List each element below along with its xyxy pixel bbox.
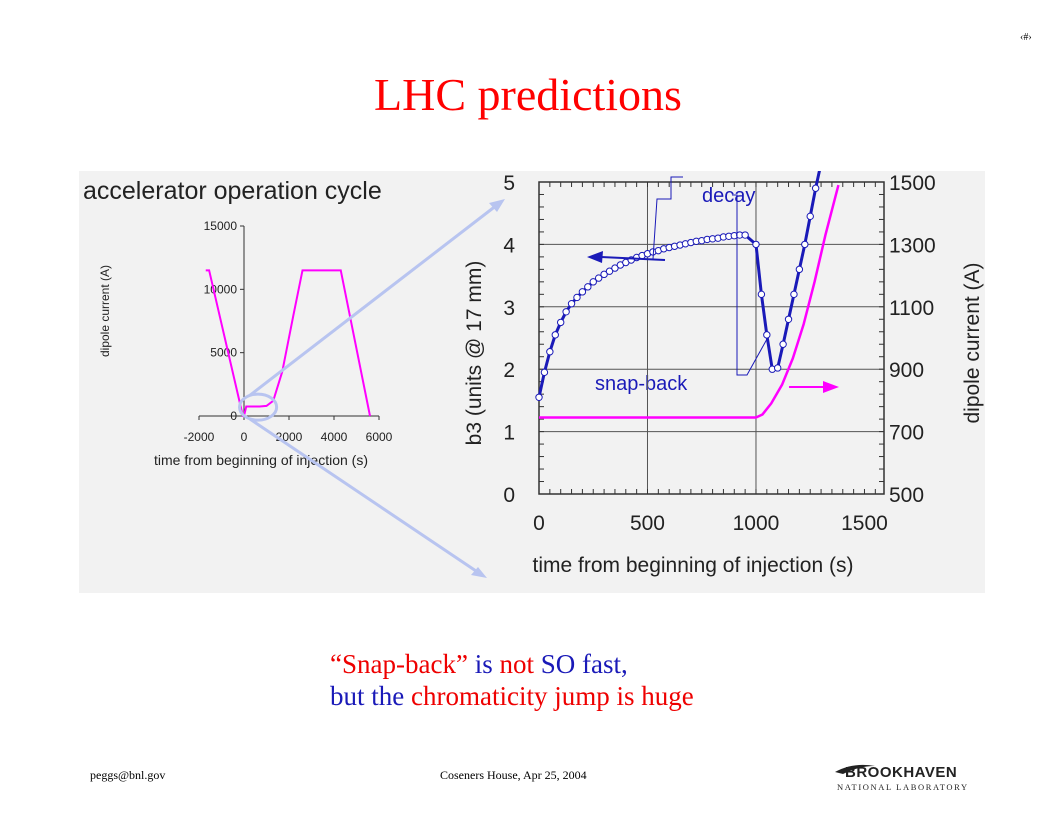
zoom-chart-y2label: dipole current (A) — [961, 262, 984, 423]
zoom-chart-y2tick-label: 1500 — [889, 172, 936, 195]
zoom-chart-data-point — [790, 290, 798, 299]
zoom-chart-data-point — [594, 274, 603, 282]
zoom-chart-y2tick-label: 900 — [889, 359, 924, 382]
logo-swoosh-icon — [835, 764, 875, 774]
zoom-chart-data-point — [752, 240, 760, 249]
cycle-chart-title: accelerator operation cycle — [83, 177, 382, 205]
zoom-chart-data-point — [584, 283, 592, 291]
zoom-chart-ytick-label: 4 — [503, 234, 515, 257]
zoom-chart-ytick-label: 0 — [503, 484, 515, 507]
caption-segment: chromaticity jump is huge — [411, 681, 694, 711]
snap-back-annotation: snap-back — [595, 373, 688, 395]
figure-svg: accelerator operation cycle dipole curre… — [83, 171, 984, 578]
zoom-arrow-top-icon — [489, 199, 505, 212]
caption-line-1: “Snap-back” is not SO fast, — [330, 648, 694, 680]
zoom-chart-data-point — [795, 265, 804, 274]
zoom-chart-data-point — [757, 290, 766, 299]
zoom-chart-data-point — [784, 315, 793, 323]
zoom-chart-data-point — [573, 293, 581, 302]
zoom-connector-bottom — [249, 417, 480, 575]
decay-annotation: decay — [702, 185, 755, 207]
figure-panel: accelerator operation cycle dipole curre… — [79, 171, 985, 593]
cycle-chart: accelerator operation cycle dipole curre… — [83, 177, 505, 578]
zoom-chart-data-point — [600, 270, 608, 279]
logo-line-1: BROOKHAVEN — [845, 764, 957, 781]
zoom-chart-data-point — [605, 267, 614, 275]
zoom-chart-ytick-label: 1 — [503, 422, 515, 445]
zoom-chart-xtick-label: 0 — [533, 512, 545, 535]
cycle-chart-ytick-label: 15000 — [204, 219, 238, 233]
zoom-chart-data-point — [535, 393, 543, 401]
zoom-chart-data-point — [611, 264, 619, 272]
zoom-chart-xlabel: time from beginning of injection (s) — [533, 554, 854, 577]
caption-segment: not — [499, 649, 534, 679]
cycle-chart-xtick-label: 0 — [241, 430, 248, 444]
zoom-chart-xtick-label: 500 — [630, 512, 665, 535]
snap-back-leader-line — [732, 194, 768, 376]
cycle-chart-xtick-label: 6000 — [366, 430, 393, 444]
zoom-region-ellipse — [238, 392, 279, 422]
logo-line-2: NATIONAL LABORATORY — [837, 782, 969, 792]
zoom-chart-data-point — [546, 348, 554, 356]
cycle-chart-xtick-label: 4000 — [321, 430, 348, 444]
cycle-chart-xlabel: time from beginning of injection (s) — [154, 452, 368, 468]
zoom-chart: b3 (units @ 17 mm) dipole current (A) ti… — [463, 171, 984, 577]
zoom-chart-ytick-label: 2 — [503, 359, 515, 382]
zoom-chart-data-point — [763, 331, 771, 339]
zoom-chart-data-point — [779, 340, 787, 348]
caption-segment: but the — [330, 681, 411, 711]
zoom-chart-data-point — [540, 368, 549, 377]
footer-venue: Coseners House, Apr 25, 2004 — [440, 768, 587, 782]
zoom-chart-y2tick-label: 1300 — [889, 234, 936, 257]
zoom-chart-data-point — [551, 331, 559, 339]
zoom-chart-y2tick-label: 700 — [889, 422, 924, 445]
zoom-chart-data-point — [773, 364, 782, 372]
cycle-chart-xtick-label: -2000 — [184, 430, 215, 444]
cycle-chart-ytick-label: 0 — [230, 409, 237, 423]
zoom-arrow-bottom-icon — [471, 567, 487, 578]
cycle-chart-ylabel: dipole current (A) — [98, 265, 112, 357]
zoom-chart-xtick-label: 1000 — [733, 512, 780, 535]
cycle-chart-ytick-label: 5000 — [210, 346, 237, 360]
caption-line-2: but the chromaticity jump is huge — [330, 680, 694, 712]
b3-axis-arrow-line — [600, 256, 666, 261]
zoom-chart-ytick-label: 5 — [503, 172, 515, 195]
b3-axis-arrow-icon — [587, 251, 603, 263]
caption-segment: SO fast, — [533, 649, 628, 679]
page-number: ‹#› — [1020, 32, 1032, 43]
zoom-chart-y2tick-label: 500 — [889, 484, 924, 507]
cycle-chart-xtick-label: 2000 — [276, 430, 303, 444]
footer-email: peggs@bnl.gov — [90, 768, 166, 782]
caption: “Snap-back” is not SO fast, but the chro… — [330, 648, 694, 712]
zoom-chart-series-line — [539, 184, 840, 419]
zoom-chart-data-point — [578, 288, 587, 296]
zoom-chart-xtick-label: 1500 — [841, 512, 888, 535]
slide-title: LHC predictions — [374, 69, 682, 120]
brookhaven-logo: BROOKHAVEN NATIONAL LABORATORY — [835, 764, 969, 792]
zoom-connector-top — [249, 203, 498, 397]
caption-segment: is — [467, 649, 500, 679]
decay-leader-line — [652, 176, 683, 260]
zoom-chart-data-point — [806, 212, 814, 221]
zoom-chart-data-point — [567, 299, 576, 308]
zoom-chart-ytick-label: 3 — [503, 297, 515, 320]
cycle-chart-ytick-label: 10000 — [204, 282, 238, 296]
caption-segment: “Snap-back” — [330, 649, 468, 679]
zoom-chart-data-point — [741, 231, 749, 239]
current-axis-arrow-icon — [823, 381, 839, 393]
zoom-chart-ylabel: b3 (units @ 17 mm) — [463, 261, 486, 446]
zoom-chart-data-point — [556, 318, 565, 327]
zoom-chart-data-point — [801, 240, 809, 249]
zoom-chart-data-point — [811, 184, 820, 192]
zoom-chart-y2tick-label: 1100 — [889, 297, 934, 320]
zoom-chart-data-point — [589, 278, 597, 286]
zoom-chart-plot-area — [538, 181, 885, 495]
zoom-chart-data-point — [562, 308, 570, 316]
